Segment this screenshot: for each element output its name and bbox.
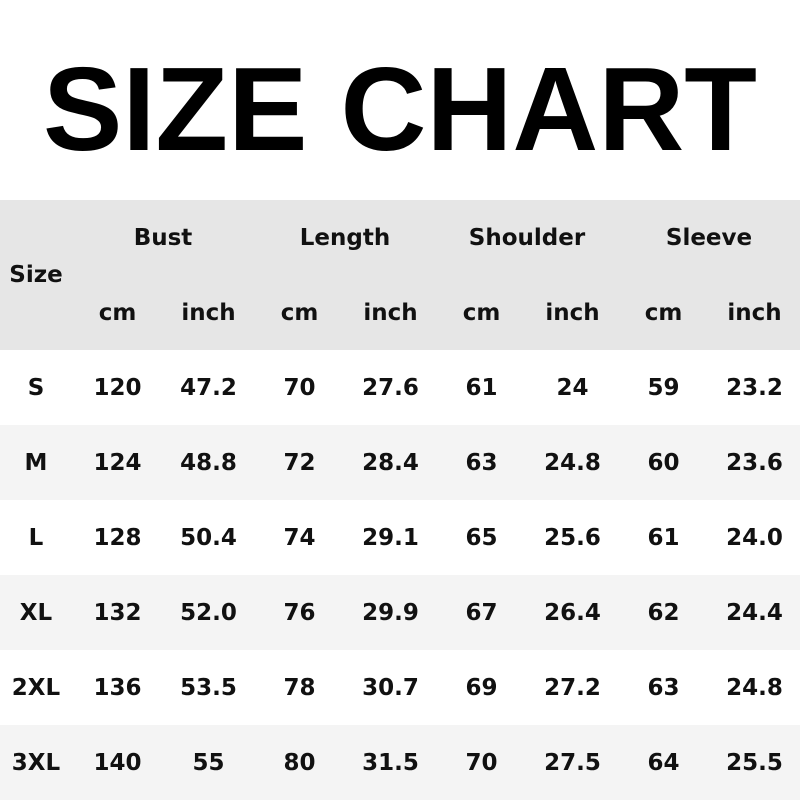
measurement-cell: 50.4 — [180, 524, 237, 551]
size-cell: L — [28, 524, 44, 551]
unit-header: cm — [98, 299, 137, 326]
measurement-cell: 59 — [647, 374, 680, 401]
unit-header: cm — [280, 299, 319, 326]
measurement-cell: 120 — [93, 374, 142, 401]
measurement-cell: 80 — [283, 749, 316, 776]
measurement-cell: 72 — [283, 449, 316, 476]
measurement-cell: 23.2 — [726, 374, 783, 401]
size-cell: XL — [19, 599, 53, 626]
measurement-cell: 60 — [647, 449, 680, 476]
unit-header: inch — [727, 299, 782, 326]
table-row: L 128 50.4 74 29.1 65 25.6 61 24.0 — [0, 500, 800, 575]
table-row: M 124 48.8 72 28.4 63 24.8 60 23.6 — [0, 425, 800, 500]
measurement-cell: 74 — [283, 524, 316, 551]
measurement-cell: 76 — [283, 599, 316, 626]
measurement-cell: 67 — [465, 599, 498, 626]
measurement-cell: 124 — [93, 449, 142, 476]
measurement-cell: 65 — [465, 524, 498, 551]
measurement-cell: 24 — [556, 374, 589, 401]
group-header-bust: Bust — [133, 224, 193, 251]
header-row-groups: Size Bust Length Shoulder Sleeve — [0, 200, 800, 288]
measurement-cell: 29.1 — [362, 524, 419, 551]
measurement-cell: 27.6 — [362, 374, 419, 401]
group-header-sleeve: Sleeve — [665, 224, 753, 251]
table-row: 3XL 140 55 80 31.5 70 27.5 64 25.5 — [0, 725, 800, 800]
measurement-cell: 64 — [647, 749, 680, 776]
measurement-cell: 61 — [647, 524, 680, 551]
unit-header: cm — [462, 299, 501, 326]
unit-header: inch — [363, 299, 418, 326]
measurement-cell: 29.9 — [362, 599, 419, 626]
size-cell: M — [24, 449, 48, 476]
measurement-cell: 25.6 — [544, 524, 601, 551]
measurement-cell: 69 — [465, 674, 498, 701]
measurement-cell: 78 — [283, 674, 316, 701]
table-row: S 120 47.2 70 27.6 61 24 59 23.2 — [0, 350, 800, 425]
measurement-cell: 140 — [93, 749, 142, 776]
measurement-cell: 55 — [192, 749, 225, 776]
table-row: XL 132 52.0 76 29.9 67 26.4 62 24.4 — [0, 575, 800, 650]
measurement-cell: 52.0 — [180, 599, 237, 626]
measurement-cell: 63 — [647, 674, 680, 701]
measurement-cell: 24.8 — [726, 674, 783, 701]
measurement-cell: 132 — [93, 599, 142, 626]
page-title: SIZE CHART — [43, 43, 757, 176]
unit-header: cm — [644, 299, 683, 326]
measurement-cell: 136 — [93, 674, 142, 701]
measurement-cell: 61 — [465, 374, 498, 401]
measurement-cell: 128 — [93, 524, 142, 551]
measurement-cell: 27.5 — [544, 749, 601, 776]
unit-header: inch — [181, 299, 236, 326]
measurement-cell: 27.2 — [544, 674, 601, 701]
measurement-cell: 53.5 — [180, 674, 237, 701]
measurement-cell: 70 — [283, 374, 316, 401]
table-row: 2XL 136 53.5 78 30.7 69 27.2 63 24.8 — [0, 650, 800, 725]
group-header-length: Length — [299, 224, 391, 251]
measurement-cell: 48.8 — [180, 449, 237, 476]
measurement-cell: 24.4 — [726, 599, 783, 626]
size-cell: 3XL — [11, 749, 61, 776]
measurement-cell: 70 — [465, 749, 498, 776]
measurement-cell: 30.7 — [362, 674, 419, 701]
header-row-units: cm inch cm inch cm inch cm inch — [0, 275, 800, 350]
measurement-cell: 25.5 — [726, 749, 783, 776]
size-chart-table: Size Bust Length Shoulder Sleeve cm inch… — [0, 200, 800, 800]
group-header-shoulder: Shoulder — [468, 224, 586, 251]
size-cell: 2XL — [11, 674, 61, 701]
measurement-cell: 62 — [647, 599, 680, 626]
measurement-cell: 31.5 — [362, 749, 419, 776]
size-column-header: Size — [9, 262, 63, 288]
measurement-cell: 26.4 — [544, 599, 601, 626]
measurement-cell: 28.4 — [362, 449, 419, 476]
measurement-cell: 24.8 — [544, 449, 601, 476]
measurement-cell: 24.0 — [726, 524, 783, 551]
measurement-cell: 63 — [465, 449, 498, 476]
measurement-cell: 47.2 — [180, 374, 237, 401]
size-cell: S — [27, 374, 45, 401]
unit-header: inch — [545, 299, 600, 326]
measurement-cell: 23.6 — [726, 449, 783, 476]
